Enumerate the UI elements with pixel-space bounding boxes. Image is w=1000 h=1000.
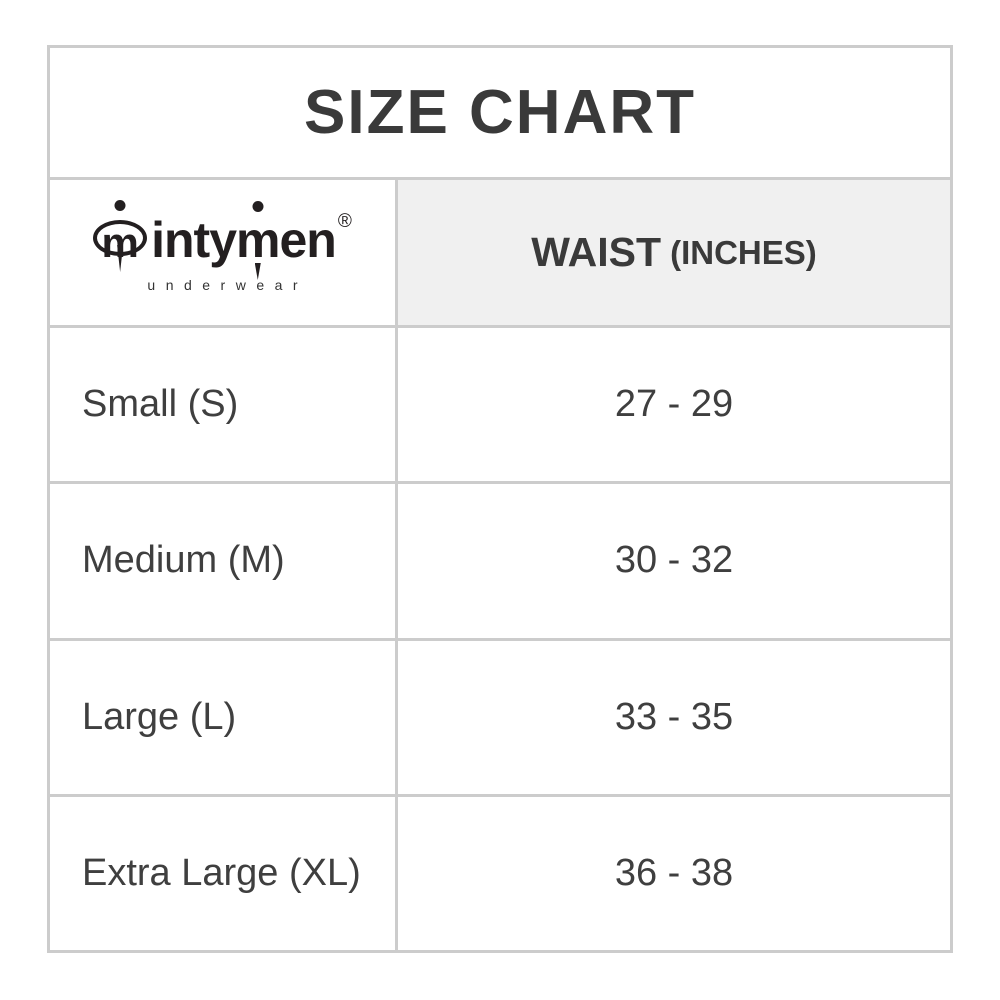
table-row-medium-size-cell: Medium (M)	[50, 484, 395, 638]
table-row-medium-waist-cell: 30 - 32	[398, 484, 950, 638]
brand-part1: inty	[151, 212, 237, 268]
size-label: Small (S)	[82, 383, 239, 426]
waist-value: 30 - 32	[614, 539, 734, 582]
brand-subtitle: underwear	[147, 277, 309, 293]
size-label: Medium (M)	[82, 539, 285, 582]
table-row-xlarge-waist-cell: 36 - 38	[398, 796, 950, 950]
registered-trademark-symbol: ®	[337, 211, 352, 232]
waist-header-label: WAIST	[531, 229, 662, 275]
waist-column-header: WAIST (INCHES)	[398, 180, 950, 325]
table-row-small-waist-cell: 27 - 29	[398, 328, 950, 482]
icon-letter: m	[101, 219, 139, 266]
table-row-xlarge-size-cell: Extra Large (XL)	[50, 796, 395, 950]
icon-dot-shape	[114, 200, 126, 211]
brand-name: intym en ®	[151, 201, 352, 280]
waist-value: 36 - 38	[614, 851, 734, 894]
size-label: Large (L)	[82, 695, 237, 738]
brand-m-letter: m	[236, 212, 280, 268]
brand-m-dot-shape	[252, 201, 264, 212]
table-row-large-size-cell: Large (L)	[50, 640, 395, 794]
waist-value: 27 - 29	[614, 383, 734, 426]
table-row-small-size-cell: Small (S)	[50, 328, 395, 482]
waist-value: 33 - 35	[614, 695, 734, 738]
size-chart-table: SIZE CHART m intym en ® underwear WAIST	[47, 45, 953, 953]
size-label: Extra Large (XL)	[82, 851, 361, 894]
brand-logo-cell: m intym en ® underwear	[50, 180, 395, 325]
page-title: SIZE CHART	[304, 78, 696, 147]
icon-tail-shape	[117, 245, 124, 272]
table-row-large-waist-cell: 33 - 35	[398, 640, 950, 794]
brand-m-tail-shape	[254, 263, 261, 280]
brand-dotted-m: m	[236, 201, 281, 280]
intymen-logo-wordmark: m intym en ®	[93, 200, 352, 280]
size-chart-grid: SIZE CHART m intym en ® underwear WAIST	[50, 48, 950, 950]
intymen-logo: m intym en ® underwear	[93, 200, 352, 293]
intymen-m-icon: m	[93, 200, 148, 272]
brand-part2: en	[279, 212, 337, 268]
waist-header-unit: (INCHES)	[670, 233, 817, 271]
title-row: SIZE CHART	[50, 48, 950, 177]
